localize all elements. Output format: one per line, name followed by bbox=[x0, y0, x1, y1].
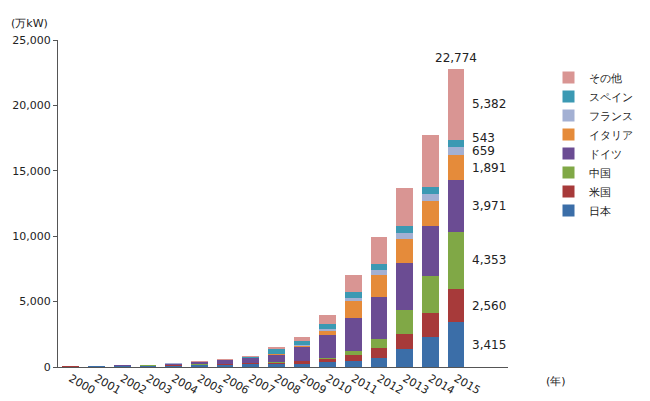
svg-text:15,000: 15,000 bbox=[12, 165, 51, 178]
svg-text:2,560: 2,560 bbox=[472, 299, 506, 313]
svg-text:(年): (年) bbox=[546, 375, 566, 388]
svg-text:イタリア: イタリア bbox=[589, 129, 633, 142]
svg-text:2015: 2015 bbox=[452, 372, 483, 397]
svg-text:2005: 2005 bbox=[195, 372, 226, 397]
svg-text:(万kW): (万kW) bbox=[11, 17, 48, 30]
svg-text:中国: 中国 bbox=[589, 167, 611, 180]
svg-text:25,000: 25,000 bbox=[12, 34, 51, 47]
svg-text:米国: 米国 bbox=[589, 186, 611, 199]
svg-text:4,353: 4,353 bbox=[472, 253, 506, 267]
svg-text:スペイン: スペイン bbox=[589, 91, 633, 104]
svg-text:2004: 2004 bbox=[169, 372, 200, 397]
svg-text:2011: 2011 bbox=[349, 372, 380, 397]
svg-text:2014: 2014 bbox=[426, 372, 457, 397]
svg-text:2007: 2007 bbox=[246, 372, 277, 397]
svg-text:2009: 2009 bbox=[298, 372, 329, 397]
svg-text:1,891: 1,891 bbox=[472, 161, 506, 175]
svg-text:2001: 2001 bbox=[92, 372, 123, 397]
svg-text:日本: 日本 bbox=[589, 205, 611, 218]
svg-text:フランス: フランス bbox=[589, 110, 633, 123]
svg-text:2006: 2006 bbox=[221, 372, 252, 397]
svg-text:5,382: 5,382 bbox=[472, 97, 506, 111]
svg-text:2010: 2010 bbox=[323, 372, 354, 397]
svg-text:2000: 2000 bbox=[67, 372, 98, 397]
svg-text:3,971: 3,971 bbox=[472, 199, 506, 213]
svg-text:543: 543 bbox=[472, 131, 495, 145]
svg-text:20,000: 20,000 bbox=[12, 99, 51, 112]
svg-text:その他: その他 bbox=[589, 72, 622, 85]
svg-text:ドイツ: ドイツ bbox=[589, 148, 622, 161]
svg-text:10,000: 10,000 bbox=[12, 230, 51, 243]
svg-text:0: 0 bbox=[44, 361, 51, 374]
svg-text:5,000: 5,000 bbox=[19, 295, 51, 308]
svg-text:2013: 2013 bbox=[400, 372, 431, 397]
svg-text:2012: 2012 bbox=[375, 372, 406, 397]
svg-text:2002: 2002 bbox=[118, 372, 149, 397]
svg-text:2008: 2008 bbox=[272, 372, 303, 397]
svg-text:3,415: 3,415 bbox=[472, 338, 506, 352]
svg-text:2003: 2003 bbox=[144, 372, 175, 397]
svg-text:659: 659 bbox=[472, 144, 495, 158]
svg-text:22,774: 22,774 bbox=[435, 51, 477, 65]
